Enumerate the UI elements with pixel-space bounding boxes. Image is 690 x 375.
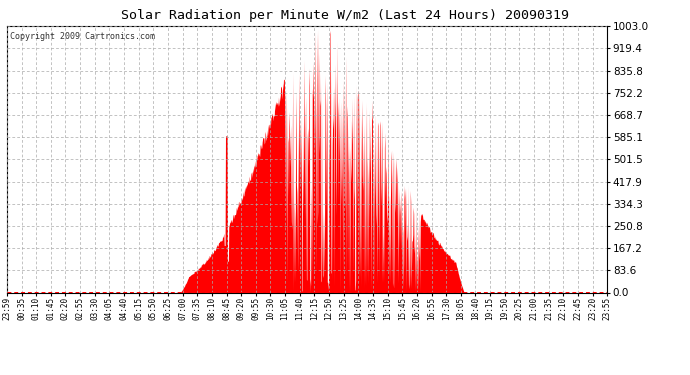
Text: Copyright 2009 Cartronics.com: Copyright 2009 Cartronics.com [10, 32, 155, 40]
Text: Solar Radiation per Minute W/m2 (Last 24 Hours) 20090319: Solar Radiation per Minute W/m2 (Last 24… [121, 9, 569, 22]
